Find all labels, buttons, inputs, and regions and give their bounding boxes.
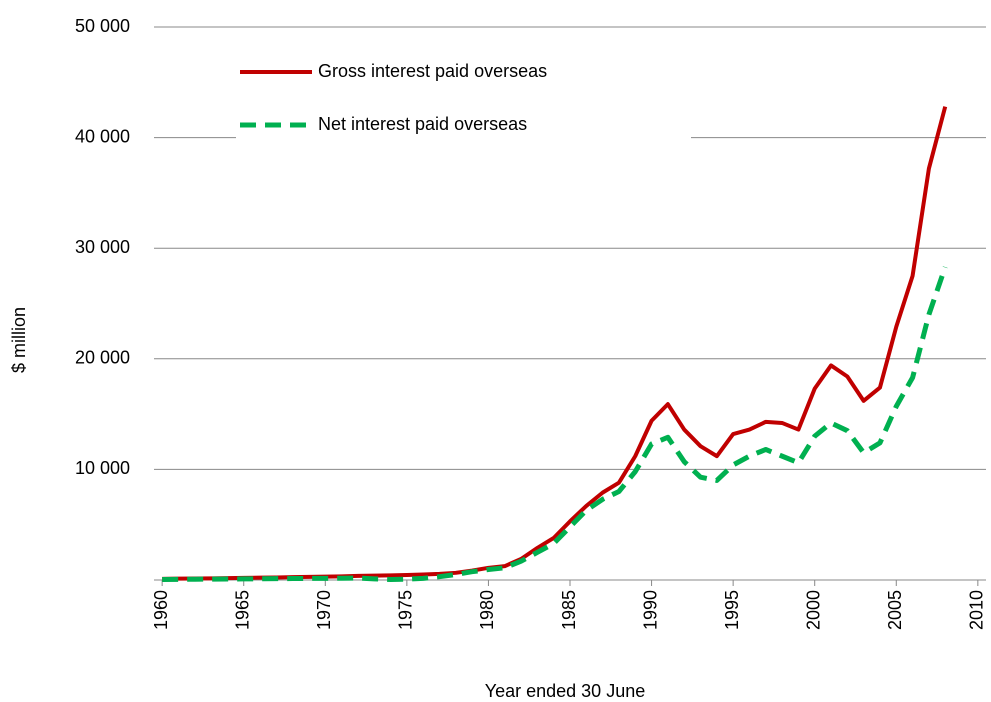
series-line xyxy=(162,266,948,582)
y-axis-label: $ million xyxy=(9,307,29,373)
series-line xyxy=(162,106,948,581)
y-tick-label: 30 000 xyxy=(75,237,130,257)
y-tick-label: 20 000 xyxy=(75,348,130,368)
x-tick-label: 1970 xyxy=(314,590,334,630)
x-tick-label: 1960 xyxy=(151,590,171,630)
y-tick-label: 40 000 xyxy=(75,126,130,146)
legend-background xyxy=(236,50,691,150)
y-tick-label: 50 000 xyxy=(75,16,130,36)
y-tick-label: 10 000 xyxy=(75,458,130,478)
x-tick-label: 1995 xyxy=(722,590,742,630)
x-tick-label: 2010 xyxy=(967,590,987,630)
x-tick-label: 1980 xyxy=(477,590,497,630)
legend-label: Net interest paid overseas xyxy=(318,114,527,134)
x-tick-label: 1975 xyxy=(396,590,416,630)
x-tick-label: 2000 xyxy=(803,590,823,630)
x-axis-label: Year ended 30 June xyxy=(485,681,645,701)
x-tick-label: 1990 xyxy=(640,590,660,630)
legend-label: Gross interest paid overseas xyxy=(318,61,547,81)
x-tick-label: 1985 xyxy=(559,590,579,630)
x-tick-label: 2005 xyxy=(885,590,905,630)
x-tick-label: 1965 xyxy=(232,590,252,630)
